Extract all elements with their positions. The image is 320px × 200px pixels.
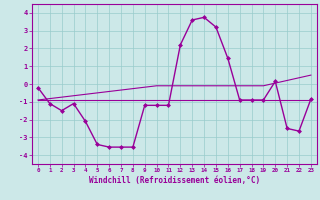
X-axis label: Windchill (Refroidissement éolien,°C): Windchill (Refroidissement éolien,°C) [89,176,260,185]
